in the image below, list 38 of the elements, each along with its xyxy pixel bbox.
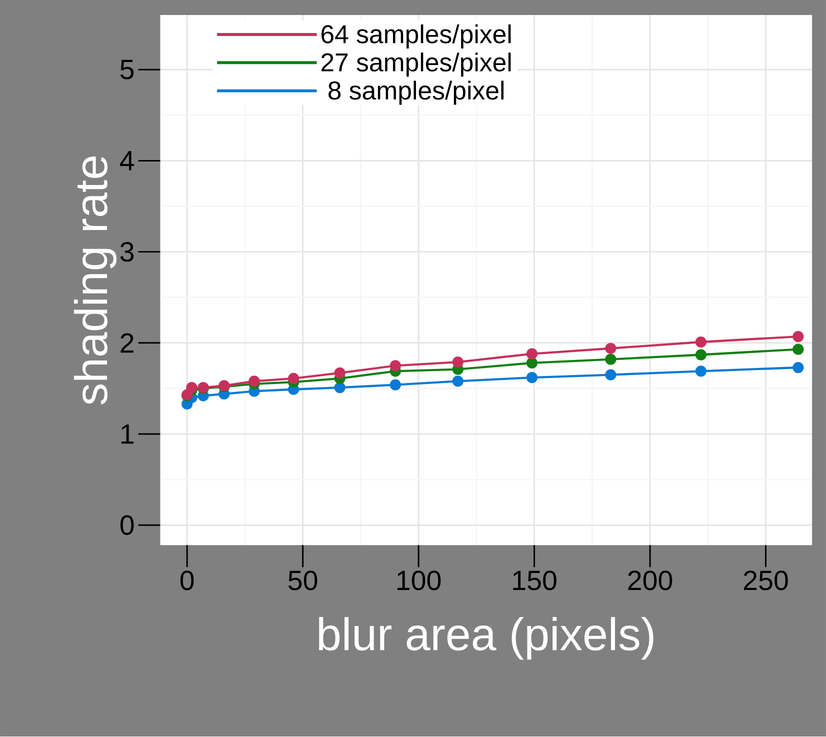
point [605, 354, 616, 366]
point [792, 362, 804, 374]
point [792, 331, 804, 342]
point [334, 368, 346, 379]
point [390, 379, 401, 391]
point [334, 382, 346, 394]
point [248, 376, 260, 387]
point [605, 369, 616, 381]
x-tick-label: 100 [397, 570, 441, 591]
point [695, 336, 707, 348]
point [452, 356, 464, 368]
x-tick-label: 50 [288, 570, 318, 591]
point [390, 360, 401, 372]
legend-label: 27 samples/pixel [321, 52, 511, 77]
x-tick-label: 250 [744, 570, 788, 591]
x-tick-label: 0 [180, 570, 194, 591]
y-tick-label: 4 [120, 151, 134, 171]
point [288, 373, 300, 384]
point [526, 358, 538, 369]
point [605, 343, 616, 354]
legend-label: 64 samples/pixel [321, 24, 511, 49]
point [526, 348, 538, 360]
x-tick-label: 150 [513, 570, 556, 591]
point [792, 344, 804, 356]
point [526, 372, 538, 384]
point [695, 366, 707, 377]
x-tick-label: 200 [628, 570, 672, 591]
y-tick-label: 1 [121, 424, 134, 444]
x-axis-title: blur area (pixels) [319, 617, 654, 660]
y-tick-label: 5 [120, 60, 134, 80]
y-tick-label: 0 [120, 516, 134, 536]
y-axis-title: shading rate [74, 156, 117, 405]
y-tick-label: 3 [120, 242, 134, 262]
point [452, 376, 464, 387]
y-tick-label: 2 [120, 333, 134, 353]
point [695, 349, 707, 361]
legend-label: 8 samples/pixel [328, 80, 504, 106]
point [186, 382, 198, 394]
